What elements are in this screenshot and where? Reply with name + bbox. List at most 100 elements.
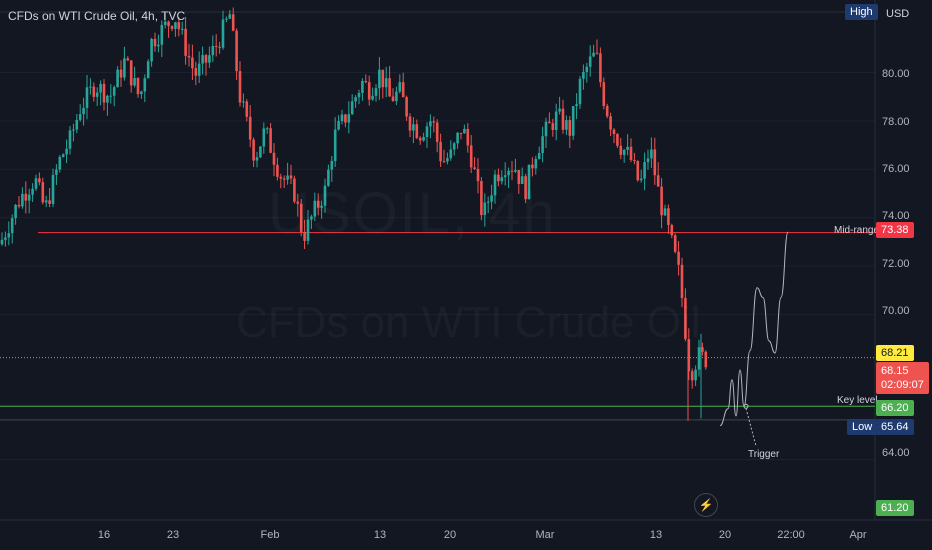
candle-body <box>490 195 493 202</box>
candle-body <box>99 83 102 93</box>
candle-body <box>48 200 51 204</box>
candle-body <box>429 121 432 127</box>
candle-body <box>660 186 663 216</box>
candle-body <box>140 91 143 95</box>
candle-body <box>340 114 344 122</box>
candle-body <box>667 208 670 225</box>
candle-body <box>636 160 640 181</box>
candle-body <box>316 200 320 208</box>
time-tick: 23 <box>166 529 180 541</box>
candle-body <box>61 154 65 157</box>
candle-body <box>503 175 507 178</box>
candle-body <box>238 71 242 103</box>
time-tick: Feb <box>260 529 280 541</box>
candle-body <box>320 205 323 208</box>
candle-body <box>541 136 544 154</box>
candle-body <box>327 169 330 186</box>
candle-body <box>694 369 697 381</box>
candle-body <box>364 81 368 83</box>
candle-body <box>282 178 286 180</box>
time-tick: 22:00 <box>777 529 805 541</box>
candle-body <box>109 95 113 97</box>
last-price-badge: 68.15 02:09:07 <box>876 362 929 394</box>
candle-body <box>55 169 58 175</box>
candle-body <box>143 78 147 92</box>
trigger-point <box>743 403 749 409</box>
candle-body <box>602 82 606 107</box>
candle-body <box>350 101 354 115</box>
candle-body <box>306 219 310 241</box>
candle-body <box>146 61 150 79</box>
candle-body <box>313 200 317 217</box>
candle-body <box>41 182 45 203</box>
time-tick: 20 <box>718 529 732 541</box>
candle-body <box>697 347 701 370</box>
candle-body <box>537 153 541 160</box>
price-tick: 72.00 <box>882 258 910 270</box>
candle-body <box>629 146 633 161</box>
candle-body <box>476 168 480 182</box>
candlestick-series <box>0 7 708 421</box>
candle-body <box>160 24 164 45</box>
candle-body <box>565 120 568 130</box>
candle-body <box>123 58 126 78</box>
candle-body <box>677 251 680 265</box>
candle-body <box>357 92 361 98</box>
candle-body <box>469 145 473 168</box>
candle-body <box>704 351 708 368</box>
candle-body <box>558 108 561 112</box>
time-tick: 13 <box>373 529 387 541</box>
candle-body <box>333 129 337 161</box>
candle-body <box>27 194 31 201</box>
candle-body <box>398 82 402 92</box>
lightning-icon[interactable]: ⚡ <box>694 493 718 517</box>
candle-body <box>44 200 48 203</box>
candle-body <box>7 233 11 238</box>
candle-body <box>248 116 252 140</box>
candle-body <box>255 157 259 161</box>
bottom-price-badge: 61.20 <box>876 500 914 516</box>
candle-body <box>174 22 177 29</box>
currency-label[interactable]: USD <box>886 8 910 20</box>
time-tick: 20 <box>443 529 457 541</box>
candle-body <box>486 201 490 203</box>
candle-body <box>129 60 133 86</box>
candle-body <box>126 58 130 61</box>
candle-body <box>442 161 446 163</box>
candle-body <box>588 56 592 67</box>
candle-body <box>412 124 415 131</box>
candle-body <box>235 30 238 72</box>
price-tick: 70.00 <box>882 305 910 317</box>
candle-body <box>289 175 293 179</box>
candle-body <box>534 159 538 169</box>
candle-body <box>701 347 704 352</box>
candle-body <box>435 122 439 142</box>
candle-body <box>480 181 483 216</box>
candle-body <box>646 158 650 163</box>
chart-title[interactable]: CFDs on WTI Crude Oil, 4h, TVC <box>8 9 186 23</box>
candle-body <box>561 108 565 130</box>
candle-body <box>391 96 395 102</box>
candle-body <box>405 97 408 117</box>
candle-body <box>242 101 245 103</box>
candle-body <box>296 201 300 204</box>
candle-body <box>459 132 463 134</box>
candle-body <box>520 176 524 184</box>
candle-body <box>449 149 453 159</box>
candle-body <box>554 111 558 131</box>
candle-body <box>354 97 357 102</box>
candle-body <box>388 78 391 97</box>
candle-body <box>272 152 276 165</box>
candle-body <box>170 26 174 29</box>
candle-body <box>381 69 385 88</box>
candle-body <box>259 146 262 158</box>
price-tick: 80.00 <box>882 68 910 80</box>
candle-body <box>418 138 422 141</box>
candle-body <box>78 114 82 120</box>
candle-body <box>497 174 500 182</box>
candle-body <box>384 78 388 88</box>
candle-body <box>10 218 14 234</box>
candle-body <box>670 224 674 236</box>
candle-body <box>106 95 109 103</box>
